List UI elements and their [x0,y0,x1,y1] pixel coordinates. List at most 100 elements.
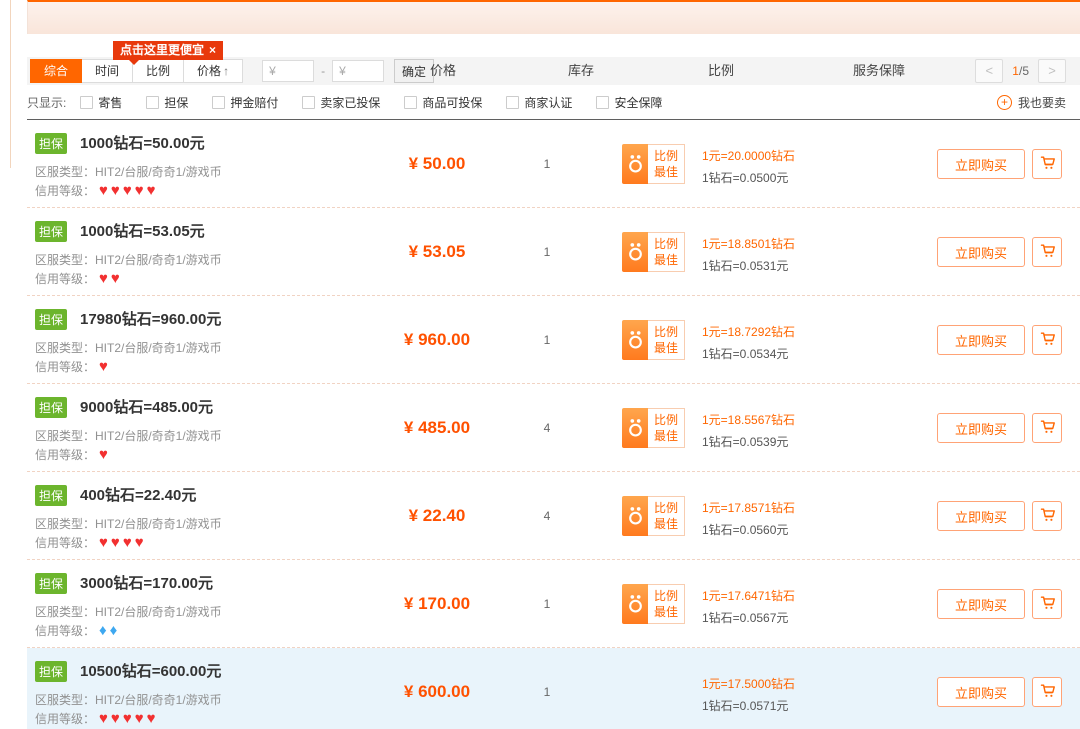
best-ratio-badge: 比例 最佳 [622,584,686,624]
ratio-line2: 1钻石=0.0539元 [702,435,789,449]
buy-now-button[interactable]: 立即购买 [937,237,1025,267]
price-min-input[interactable] [262,60,315,82]
ratio-line2: 1钻石=0.0531元 [702,259,789,273]
tooltip-text: 点击这里更便宜 [120,43,205,57]
checkbox-icon [80,95,94,109]
buy-now-button[interactable]: 立即购买 [937,589,1025,619]
sort-tab-time[interactable]: 时间 [81,59,134,83]
credit-level: 信用等级： ♥ [35,358,111,375]
next-page-button[interactable]: > [1038,59,1066,83]
sort-tab-price[interactable]: 价格 ↑ [183,59,244,83]
listing-price: ¥ 50.00 [408,154,466,173]
ratio-line1: 1元=17.6471钻石 [702,589,796,603]
ratio-text: 1元=18.5567钻石 1钻石=0.0539元 [702,411,795,450]
server-type-text: 区服类型：HIT2/台服/奇奇1/游戏币 [35,165,222,179]
credit-level: 信用等级： ♥♥♥♥ [35,534,147,551]
ratio-line2: 1钻石=0.0560元 [702,523,789,537]
credit-label: 信用等级： [35,184,96,198]
listing-price: ¥ 485.00 [403,418,471,437]
listing-row[interactable]: 担保 400钻石=22.40元 区服类型：HIT2/台服/奇奇1/游戏币 信用等… [27,472,1080,560]
add-to-cart-button[interactable] [1032,589,1062,619]
buy-now-button[interactable]: 立即购买 [937,149,1025,179]
guarantee-badge: 担保 [35,485,68,506]
filter-seller-insured[interactable]: 卖家已投保 [302,94,380,111]
listing-title: 400钻石=22.40元 [80,487,197,504]
add-to-cart-button[interactable] [1032,501,1062,531]
credit-rating-icons: ♥ [99,446,111,463]
filter-merchant-verified[interactable]: 商家认证 [506,94,572,111]
listing-row[interactable]: 担保 17980钻石=960.00元 区服类型：HIT2/台服/奇奇1/游戏币 … [27,296,1080,384]
ratio-line1: 1元=20.0000钻石 [702,149,796,163]
listing-title: 1000钻石=53.05元 [80,223,205,240]
filter-guarantee[interactable]: 担保 [146,94,188,111]
filter-deposit-compensation[interactable]: 押金赔付 [212,94,278,111]
best-ratio-label: 比例 最佳 [648,584,686,624]
column-header-price: 价格 [430,63,457,78]
add-to-cart-button[interactable] [1032,237,1062,267]
sort-tab-ratio[interactable]: 比例 [132,59,185,83]
ratio-text: 1元=17.5000钻石 1钻石=0.0571元 [702,675,795,714]
column-header-ratio: 比例 [708,63,735,78]
credit-level: 信用等级： ♥♥♥♥♥ [35,710,159,727]
listing-row[interactable]: 担保 1000钻石=50.00元 区服类型：HIT2/台服/奇奇1/游戏币 信用… [27,120,1080,208]
left-edge-divider [10,0,11,168]
guarantee-badge: 担保 [35,221,68,242]
buy-now-button[interactable]: 立即购买 [937,501,1025,531]
listing-price: ¥ 53.05 [408,242,466,261]
price-range: - 确定 [262,59,435,83]
filter-consignment[interactable]: 寄售 [80,94,122,111]
confirm-button[interactable]: 确定 [394,59,435,83]
credit-level: 信用等级： ♥♥ [35,270,123,287]
ratio-line1: 1元=17.8571钻石 [702,501,796,515]
server-type-text: 区服类型：HIT2/台服/奇奇1/游戏币 [35,429,222,443]
server-type-text: 区服类型：HIT2/台服/奇奇1/游戏币 [35,605,222,619]
credit-label: 信用等级： [35,272,96,286]
filter-security-guarantee[interactable]: 安全保障 [596,94,662,111]
ratio-line1: 1元=17.5000钻石 [702,677,796,691]
buy-now-button[interactable]: 立即购买 [937,325,1025,355]
prev-page-button[interactable]: < [975,59,1004,83]
guarantee-badge: 担保 [35,309,68,330]
i-want-to-sell-link[interactable]: + 我也要卖 [996,94,1066,111]
credit-rating-icons: ♦♦ [99,622,121,639]
listing-row[interactable]: 担保 3000钻石=170.00元 区服类型：HIT2/台服/奇奇1/游戏币 信… [27,560,1080,648]
stock-count: 4 [543,509,551,523]
buy-now-button[interactable]: 立即购买 [937,677,1025,707]
sort-tabs: 综合 时间 比例 价格 ↑ [30,59,244,83]
add-to-cart-button[interactable] [1032,325,1062,355]
ratio-line2: 1钻石=0.0571元 [702,699,789,713]
listing-title: 1000钻石=50.00元 [80,135,205,152]
cart-icon [1039,418,1056,438]
checkbox-icon [596,95,610,109]
stock-count: 4 [543,421,551,435]
add-to-cart-button[interactable] [1032,413,1062,443]
listing-row[interactable]: 担保 10500钻石=600.00元 区服类型：HIT2/台服/奇奇1/游戏币 … [27,648,1080,729]
add-to-cart-button[interactable] [1032,149,1062,179]
credit-level: 信用等级： ♦♦ [35,622,120,639]
add-to-cart-button[interactable] [1032,677,1062,707]
cart-icon [1039,682,1056,702]
credit-label: 信用等级： [35,536,96,550]
listing-title: 9000钻石=485.00元 [80,399,214,416]
price-max-input[interactable] [332,60,385,82]
listing-row[interactable]: 担保 9000钻石=485.00元 区服类型：HIT2/台服/奇奇1/游戏币 信… [27,384,1080,472]
sort-tab-comprehensive[interactable]: 综合 [30,59,83,83]
stock-count: 1 [543,333,551,347]
credit-label: 信用等级： [35,448,96,462]
cart-icon [1039,594,1056,614]
best-ratio-badge: 比例 最佳 [622,320,686,360]
close-icon[interactable]: × [209,43,217,57]
ratio-text: 1元=17.6471钻石 1钻石=0.0567元 [702,587,795,626]
filter-goods-insurable[interactable]: 商品可投保 [404,94,482,111]
best-ratio-badge: 比例 最佳 [622,144,686,184]
filter-checkbox-row: 只显示: 寄售 担保 押金赔付 卖家已投保 商品可投保 商家认证 安全保障 + … [27,85,1080,120]
listing-row[interactable]: 担保 1000钻石=53.05元 区服类型：HIT2/台服/奇奇1/游戏币 信用… [27,208,1080,296]
guarantee-badge: 担保 [35,133,68,154]
ratio-line2: 1钻石=0.0534元 [702,347,789,361]
buy-now-button[interactable]: 立即购买 [937,413,1025,443]
listing-rows: 担保 1000钻石=50.00元 区服类型：HIT2/台服/奇奇1/游戏币 信用… [27,120,1080,729]
arrow-up-icon: ↑ [223,64,230,78]
medal-icon [622,144,648,184]
checkbox-icon [404,95,418,109]
